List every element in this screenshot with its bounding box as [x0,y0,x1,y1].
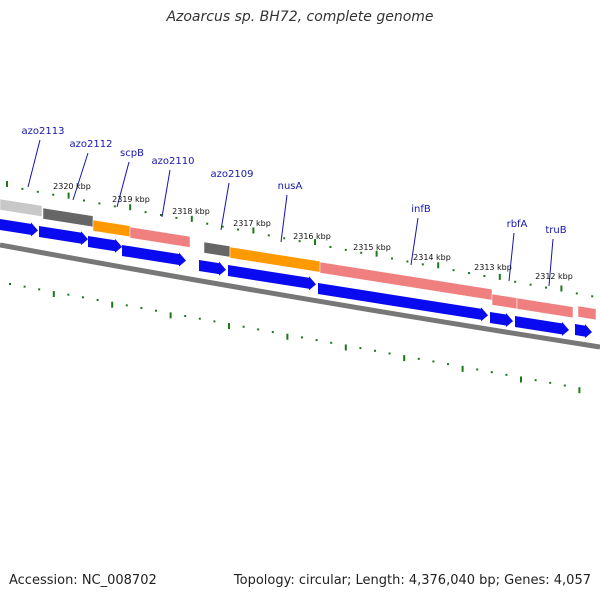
genome-backbone [0,242,600,350]
scale-label: 2318 kbp [172,207,210,216]
cds-arrow[interactable] [515,316,569,336]
cds-arrow[interactable] [122,245,186,267]
scale-labels: 2320 kbp 2319 kbp 2318 kbp 2317 kbp 2316 kbp… [53,182,573,281]
gene-label-rbfA[interactable]: rbfA [507,219,528,230]
gene-label-azo2110[interactable]: azo2110 [152,156,195,167]
gene-feature-bar[interactable] [577,305,597,321]
callout-line [27,139,41,188]
gene-label-infB[interactable]: infB [411,204,431,215]
gene-label-azo2113[interactable]: azo2113 [22,126,65,137]
scale-label: 2315 kbp [353,243,391,252]
gene-feature-bar[interactable] [92,219,131,238]
scale-label: 2313 kbp [474,263,512,272]
scale-label: 2319 kbp [112,195,150,204]
gene-callouts: azo2113 azo2112 scpB azo2110 azo2109 nusA infB… [22,126,567,287]
gene-label-azo2109[interactable]: azo2109 [211,169,254,180]
cds-arrow[interactable] [318,283,488,322]
callout-line [280,194,288,243]
cds-arrow[interactable] [575,324,592,339]
cds-arrow[interactable] [490,312,513,328]
callout-line [548,238,554,287]
gene-label-scpB[interactable]: scpB [120,148,144,159]
outer-tick-ring [6,181,594,298]
gene-label-azo2112[interactable]: azo2112 [70,139,113,150]
scale-label: 2314 kbp [413,253,451,262]
scale-label: 2316 kbp [293,232,331,241]
callout-line [410,217,419,266]
scale-label: 2317 kbp [233,219,271,228]
callout-line [508,232,515,282]
callout-line [72,152,89,201]
inner-tick-ring [9,283,581,394]
gene-label-nusA[interactable]: nusA [278,181,303,192]
gene-feature-bar[interactable] [203,241,231,258]
accession-text: Accession: NC_008702 [9,573,157,588]
cds-arrow[interactable] [39,226,88,246]
gene-feature-bar[interactable] [0,198,43,217]
gene-feature-bar[interactable] [516,297,574,319]
gene-feature-bar[interactable] [42,207,94,228]
page-title: Azoarcus sp. BH72, complete genome [166,9,434,25]
gene-label-truB[interactable]: truB [545,225,566,236]
scale-label: 2312 kbp [535,272,573,281]
callout-line [116,161,130,208]
cds-arrow[interactable] [199,260,226,276]
cds-arrow[interactable] [0,219,38,237]
cds-arrow[interactable] [228,265,316,291]
gene-feature-bar[interactable] [129,226,191,248]
gene-feature-track [0,198,597,321]
callout-line [220,182,230,231]
cds-arrow-track [0,219,592,339]
cds-arrow[interactable] [88,236,122,253]
gene-feature-bar[interactable] [491,293,518,310]
genome-summary-text: Topology: circular; Length: 4,376,040 bp… [233,573,591,588]
scale-label: 2320 kbp [53,182,91,191]
callout-line [161,169,171,218]
